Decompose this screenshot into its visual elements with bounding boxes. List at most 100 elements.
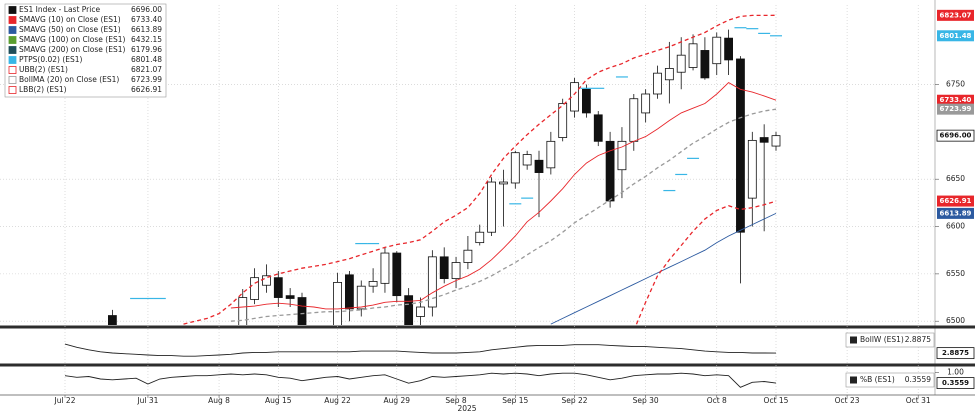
panel-separator: [0, 363, 975, 367]
candle-body: [487, 181, 497, 233]
x-tick-label: Sep 30: [633, 396, 659, 405]
y-tick-label: 6750: [946, 80, 965, 89]
candle-body: [238, 297, 248, 325]
candle-body: [427, 256, 437, 308]
x-tick-label: Oct 15: [764, 396, 789, 405]
candle-body: [759, 137, 769, 143]
legend-value: 6821.07: [131, 65, 162, 74]
candle-body: [297, 297, 307, 325]
y-tick-label: 1.00: [947, 367, 964, 376]
plot-area: [108, 14, 782, 325]
candle-body: [688, 43, 698, 68]
series-line: [230, 82, 777, 310]
y-tick-label: 6550: [946, 269, 965, 278]
legend-value: 6613.89: [131, 25, 162, 34]
price-tag-label: 6723.99: [940, 105, 972, 113]
candle-body: [273, 277, 283, 298]
candle-body: [475, 231, 485, 244]
candle-body: [712, 36, 722, 65]
x-tick-label: Jul 22: [54, 396, 76, 405]
price-tag: [936, 129, 975, 142]
candle-body: [582, 88, 591, 114]
candle-body: [747, 139, 757, 199]
candle-body: [570, 82, 579, 112]
legend-label: BollW (ES1): [860, 335, 904, 344]
legend-label: SMAVG (100) on Close (ES1): [19, 35, 125, 44]
candle-body: [736, 58, 745, 233]
legend-swatch: [850, 376, 857, 384]
x-axis-year: 2025: [457, 404, 476, 413]
legend-label: SMAVG (200) on Close (ES1): [19, 45, 125, 54]
candle-body: [108, 315, 117, 325]
x-tick-label: Sep 22: [562, 396, 588, 405]
x-tick-label: Aug 8: [208, 396, 230, 405]
candle-body: [262, 275, 271, 286]
series-line: [635, 200, 777, 325]
candle-body: [724, 37, 733, 61]
candle-body: [356, 285, 366, 310]
candle-body: [593, 114, 603, 142]
price-tag-label: 6613.89: [940, 209, 972, 217]
candle-body: [522, 154, 532, 166]
candle-body: [546, 140, 556, 169]
candle-body: [499, 181, 508, 185]
candle-body: [664, 68, 674, 81]
price-tag-label: 6626.91: [940, 197, 972, 205]
legend-label: BollMA (20) on Close (ES1): [19, 75, 119, 84]
candle-body: [617, 140, 627, 171]
series-line: [183, 14, 777, 325]
price-tag: [937, 30, 974, 42]
legend-label: SMAVG (50) on Close (ES1): [19, 25, 121, 34]
y-tick-label: 6650: [946, 174, 965, 183]
x-tick-label: Oct 31: [906, 396, 931, 405]
price-tag-label: 2.8875: [942, 349, 969, 357]
candle-body: [344, 274, 354, 310]
candle-body: [368, 281, 378, 287]
x-tick-label: Oct 23: [835, 396, 860, 405]
legend-value: 6696.00: [131, 5, 162, 14]
legend-box: [845, 372, 935, 388]
legend-swatch: [8, 6, 17, 14]
candle-body: [285, 295, 295, 299]
series-line: [230, 108, 777, 322]
legend-box: [845, 332, 935, 348]
legend-swatch: [850, 336, 857, 344]
x-tick-label: Aug 15: [265, 396, 292, 405]
candle-body: [380, 252, 390, 284]
legend-value: 2.8875: [905, 335, 931, 344]
candle-body: [451, 262, 461, 280]
x-tick-label: Aug 29: [384, 396, 411, 405]
legend-value: 6801.48: [131, 55, 162, 64]
legend-swatch: [8, 66, 17, 74]
price-tag: [937, 94, 974, 106]
legend-value: 6432.15: [131, 35, 162, 44]
price-tag-label: 6801.48: [940, 32, 972, 40]
price-tag-label: 0.3559: [942, 379, 969, 387]
legend-value: 6733.40: [131, 15, 162, 24]
x-tick-label: Aug 22: [324, 396, 351, 405]
price-tag-label: 6696.00: [940, 132, 972, 140]
legend-swatch: [8, 56, 17, 64]
legend-label: SMAVG (10) on Close (ES1): [19, 15, 121, 24]
candle-body: [333, 281, 342, 325]
series-line: [64, 372, 777, 388]
y-tick-label: 6500: [946, 316, 965, 325]
legend-swatch: [8, 26, 17, 34]
candle-body: [439, 256, 449, 280]
price-tag: [937, 9, 974, 21]
legend-value: 6179.96: [131, 45, 162, 54]
price-tag: [936, 347, 975, 360]
price-tag: [936, 377, 975, 389]
candle-body: [534, 159, 544, 173]
legend-value: 6626.91: [131, 85, 162, 94]
candle-body: [700, 50, 710, 79]
legend-swatch: [8, 36, 17, 44]
x-tick-label: Sep 8: [445, 396, 467, 405]
price-tag: [937, 207, 974, 219]
series-line: [550, 212, 777, 325]
candle-body: [416, 306, 425, 317]
price-tag: [937, 103, 974, 115]
x-tick-label: Oct 8: [707, 396, 727, 405]
legend-box: [4, 3, 167, 98]
